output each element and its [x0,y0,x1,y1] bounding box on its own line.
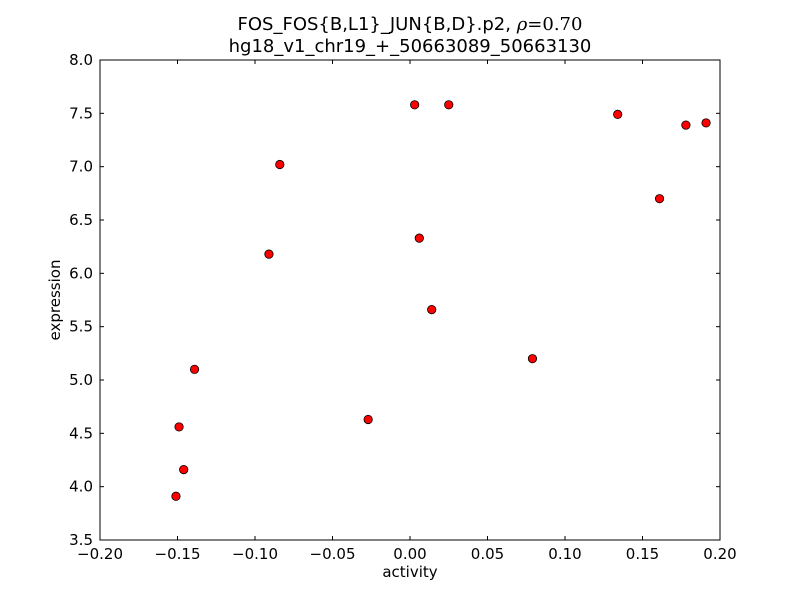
y-tick-label: 5.5 [69,318,93,336]
y-tick-label: 6.5 [69,211,93,229]
x-tick-label: −0.20 [77,545,123,563]
chart-title-line2: hg18_v1_chr19_+_50663089_50663130 [229,36,592,57]
x-axis-label: activity [382,563,437,581]
data-point [189,364,200,374]
y-tick-label: 4.0 [69,478,93,496]
data-point [410,100,420,110]
y-tick-label: 7.0 [69,158,93,176]
y-tick-label: 5.0 [69,371,93,389]
data-point [363,414,373,425]
title-rho-symbol: ρ [516,14,528,35]
x-tick-label: 0.15 [626,545,659,563]
x-tick-label: 0.20 [703,545,736,563]
data-point [179,464,189,475]
data-point [174,422,184,432]
data-point [275,159,285,170]
data-point [681,120,691,130]
data-point [654,194,665,204]
chart-title-line1: FOS_FOS{B,L1}_JUN{B,D}.p2, ρ=0.70 [238,14,583,35]
data-point [613,109,623,120]
plot-area [99,59,721,541]
y-tick-label: 7.5 [69,104,93,122]
x-tick-label: 0.05 [471,545,504,563]
data-point [171,491,181,501]
y-tick-label: 4.5 [69,424,93,442]
x-tick-label: 0.00 [393,545,426,563]
data-point [414,233,424,243]
x-tick-label: −0.10 [232,545,278,563]
data-point [444,100,454,110]
data-point [701,118,711,128]
title-rho-value: =0.70 [527,14,582,35]
y-tick-label: 6.0 [69,264,93,282]
y-tick-label: 8.0 [69,51,93,69]
x-tick-label: −0.15 [155,545,201,563]
ticks-layer: −0.20 −0.15 −0.10 −0.05 0.00 0.05 0.10 0.15 0.20… [69,51,737,563]
x-tick-label: −0.05 [310,545,356,563]
points-layer [171,100,711,501]
data-point [527,354,538,364]
y-tick-label: 3.5 [69,531,93,549]
y-axis-label: expression [46,260,64,341]
data-point [264,249,274,259]
data-point [427,304,437,315]
x-tick-label: 0.10 [548,545,581,563]
title-main: FOS_FOS{B,L1}_JUN{B,D}.p2, [238,14,517,35]
